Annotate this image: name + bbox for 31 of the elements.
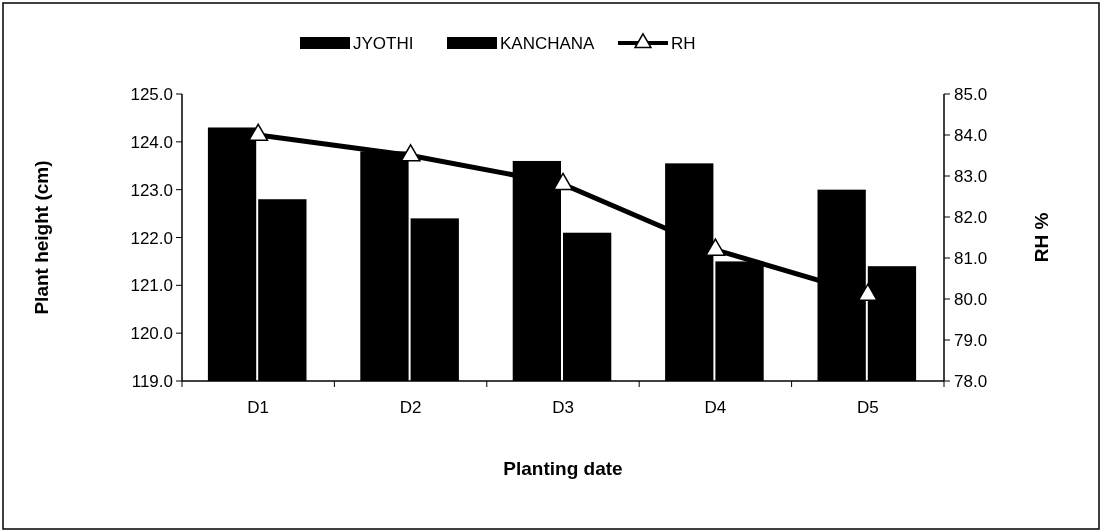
- point: [705, 238, 726, 256]
- y2-axis-title: RH %: [1031, 212, 1052, 263]
- y2-tick-label: 83.0: [954, 167, 988, 186]
- legend-label: JYOTHI: [353, 34, 414, 53]
- x-tick-label: D1: [247, 398, 270, 417]
- legend-label: RH: [671, 34, 696, 53]
- x-tick-label: D2: [399, 398, 422, 417]
- y-tick-label: 122.0: [130, 228, 173, 248]
- x-tick-label: D4: [704, 398, 727, 417]
- x-tick-label: D5: [856, 398, 879, 417]
- y-tick-label: 123.0: [130, 180, 173, 200]
- x-tick-label: D3: [552, 398, 574, 417]
- point: [857, 283, 878, 302]
- y-tick-label: 125.0: [130, 85, 173, 104]
- y2-tick-label: 80.0: [954, 290, 988, 309]
- y2-tick-label: 78.0: [954, 372, 988, 391]
- point: [400, 144, 421, 162]
- y2-tick-label: 79.0: [954, 331, 988, 350]
- x-axis-title: Planting date: [503, 458, 623, 479]
- y2-tick-label: 81.0: [954, 249, 988, 268]
- y-tick-label: 119.0: [131, 372, 173, 391]
- y2-tick-label: 84.0: [954, 126, 988, 145]
- point: [248, 123, 269, 142]
- legend-label: KANCHANA: [500, 34, 596, 53]
- y-axis-title: Plant height (cm): [31, 160, 52, 315]
- y-tick-label: 120.0: [130, 324, 173, 344]
- y2-tick-label: 85.0: [954, 85, 988, 104]
- y2-tick-label: 82.0: [954, 208, 988, 227]
- y-tick-label: 124.0: [130, 132, 173, 152]
- y-tick-label: 121.0: [130, 276, 173, 296]
- point: [552, 172, 574, 191]
